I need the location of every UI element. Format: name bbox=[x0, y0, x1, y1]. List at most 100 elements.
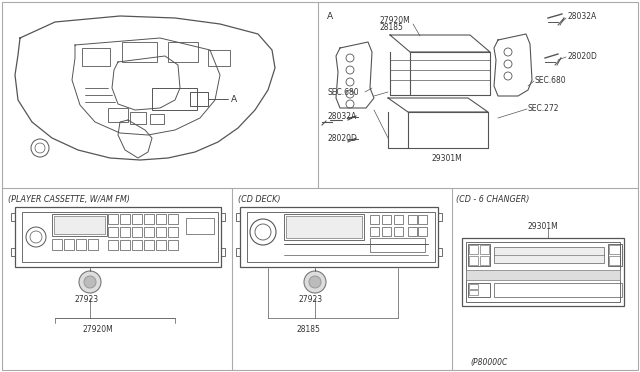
Bar bbox=[236, 213, 240, 221]
Circle shape bbox=[79, 271, 101, 293]
Bar bbox=[609, 245, 620, 254]
Bar bbox=[150, 114, 164, 124]
Bar bbox=[108, 240, 118, 250]
Bar bbox=[247, 212, 435, 262]
Text: 28185: 28185 bbox=[297, 325, 321, 334]
Bar bbox=[54, 216, 105, 234]
Bar bbox=[168, 240, 178, 250]
Bar bbox=[152, 88, 197, 110]
Text: (CD DECK): (CD DECK) bbox=[238, 195, 280, 204]
Text: 27923: 27923 bbox=[299, 295, 323, 304]
Text: 29301M: 29301M bbox=[432, 154, 463, 163]
Circle shape bbox=[84, 276, 96, 288]
Text: 28185: 28185 bbox=[380, 23, 404, 32]
Bar bbox=[469, 256, 478, 265]
Text: (PLAYER CASSETTE, W/AM FM): (PLAYER CASSETTE, W/AM FM) bbox=[8, 195, 130, 204]
Bar bbox=[608, 244, 622, 266]
Bar bbox=[494, 247, 604, 263]
Bar bbox=[418, 227, 427, 236]
Text: 27923: 27923 bbox=[74, 295, 98, 304]
Bar bbox=[108, 227, 118, 237]
Bar bbox=[286, 216, 362, 238]
Text: SEC.272: SEC.272 bbox=[528, 104, 559, 113]
Bar bbox=[108, 108, 128, 122]
Bar bbox=[284, 214, 364, 240]
Bar bbox=[208, 50, 230, 66]
Bar bbox=[144, 227, 154, 237]
Bar bbox=[15, 207, 221, 267]
Text: 28020D: 28020D bbox=[328, 134, 358, 143]
Bar bbox=[76, 239, 86, 250]
Bar bbox=[438, 213, 442, 221]
Text: A: A bbox=[231, 95, 237, 104]
Bar bbox=[394, 227, 403, 236]
Bar bbox=[468, 283, 490, 297]
Bar bbox=[144, 240, 154, 250]
Bar bbox=[370, 238, 425, 252]
Text: SEC.680: SEC.680 bbox=[535, 76, 566, 85]
Bar bbox=[466, 270, 620, 280]
Bar bbox=[469, 284, 478, 289]
Bar bbox=[190, 92, 208, 106]
Bar bbox=[609, 256, 620, 265]
Bar bbox=[408, 215, 417, 224]
Bar bbox=[156, 227, 166, 237]
Bar bbox=[168, 42, 198, 62]
Bar bbox=[120, 227, 130, 237]
Bar bbox=[88, 239, 98, 250]
Bar bbox=[120, 240, 130, 250]
Bar bbox=[221, 248, 225, 256]
Text: 28032A: 28032A bbox=[328, 112, 357, 121]
Bar bbox=[156, 214, 166, 224]
Bar bbox=[130, 112, 146, 124]
Bar bbox=[132, 240, 142, 250]
Bar bbox=[52, 214, 107, 236]
Bar bbox=[11, 248, 15, 256]
Bar bbox=[494, 283, 622, 297]
Bar bbox=[221, 213, 225, 221]
Bar bbox=[438, 248, 442, 256]
Bar bbox=[382, 227, 391, 236]
Bar bbox=[382, 215, 391, 224]
Bar bbox=[132, 227, 142, 237]
Bar bbox=[122, 42, 157, 62]
Bar bbox=[108, 214, 118, 224]
Bar bbox=[468, 244, 490, 266]
Bar bbox=[370, 227, 379, 236]
Text: SEC.680: SEC.680 bbox=[328, 88, 360, 97]
Text: 29301M: 29301M bbox=[528, 222, 559, 231]
Bar bbox=[144, 214, 154, 224]
Text: 27920M: 27920M bbox=[82, 325, 113, 334]
Text: 28032A: 28032A bbox=[568, 12, 597, 21]
Text: (CD - 6 CHANGER): (CD - 6 CHANGER) bbox=[456, 195, 529, 204]
Bar bbox=[22, 212, 218, 262]
Bar bbox=[82, 48, 110, 66]
Bar bbox=[240, 207, 438, 267]
Bar bbox=[236, 248, 240, 256]
Circle shape bbox=[304, 271, 326, 293]
Bar bbox=[64, 239, 74, 250]
Bar bbox=[469, 245, 478, 254]
Text: 27920M: 27920M bbox=[380, 16, 411, 25]
Bar bbox=[466, 242, 620, 302]
Bar bbox=[408, 227, 417, 236]
Bar bbox=[168, 227, 178, 237]
Bar bbox=[480, 256, 489, 265]
Bar bbox=[462, 238, 624, 306]
Bar bbox=[11, 213, 15, 221]
Bar bbox=[469, 290, 478, 295]
Bar bbox=[168, 214, 178, 224]
Bar bbox=[480, 245, 489, 254]
Bar bbox=[370, 215, 379, 224]
Text: 28020D: 28020D bbox=[568, 52, 598, 61]
Text: A: A bbox=[327, 12, 333, 21]
Bar bbox=[156, 240, 166, 250]
Bar bbox=[132, 214, 142, 224]
Bar bbox=[394, 215, 403, 224]
Bar bbox=[120, 214, 130, 224]
Circle shape bbox=[309, 276, 321, 288]
Text: (P80000C: (P80000C bbox=[470, 358, 508, 367]
Bar bbox=[52, 239, 62, 250]
Bar bbox=[418, 215, 427, 224]
Bar bbox=[186, 218, 214, 234]
